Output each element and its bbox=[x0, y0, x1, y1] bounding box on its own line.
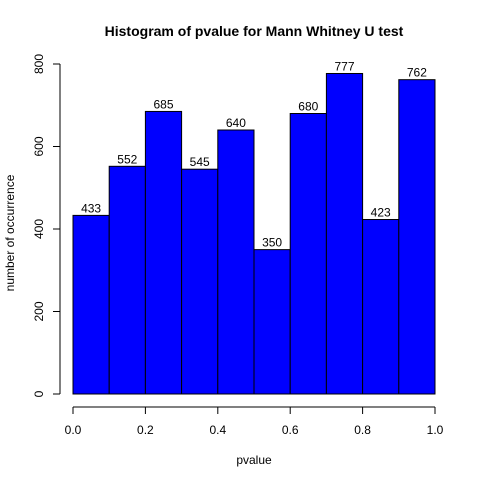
histogram-bar bbox=[325, 72, 364, 395]
x-axis: 0.0 0.2 0.4 0.6 0.8 1.0 bbox=[65, 406, 444, 437]
bar-value-label: 680 bbox=[298, 100, 318, 114]
histogram-bar bbox=[72, 214, 110, 395]
x-tick-label: 0.6 bbox=[282, 423, 299, 437]
histogram-bar bbox=[181, 168, 219, 395]
bar-value-label: 777 bbox=[334, 59, 354, 73]
histogram-bar bbox=[398, 79, 436, 395]
bar-value-label: 762 bbox=[407, 66, 427, 80]
x-tick-label: 0.8 bbox=[354, 423, 371, 437]
bar-value-label: 423 bbox=[371, 206, 391, 220]
x-axis-label: pvalue bbox=[236, 453, 272, 467]
bar-value-label: 350 bbox=[262, 236, 282, 250]
y-tick-label: 0 bbox=[32, 390, 46, 397]
y-tick-label: 400 bbox=[32, 219, 46, 239]
y-tick-label: 800 bbox=[32, 54, 46, 74]
bar-value-label: 685 bbox=[153, 97, 173, 111]
x-tick-label: 0.4 bbox=[209, 423, 226, 437]
bar-value-label: 545 bbox=[190, 155, 210, 169]
histogram-bar bbox=[362, 219, 400, 395]
data-labels-group: 433 552 685 545 640 350 680 777 423 762 bbox=[81, 59, 427, 249]
histogram-bar bbox=[289, 113, 327, 395]
y-axis-label: number of occurrence bbox=[3, 174, 17, 291]
y-tick-label: 600 bbox=[32, 136, 46, 156]
bar-value-label: 640 bbox=[226, 116, 246, 130]
histogram-bar bbox=[217, 129, 255, 395]
y-tick-label: 200 bbox=[32, 301, 46, 321]
x-tick-label: 0.2 bbox=[137, 423, 154, 437]
x-tick-label: 0.0 bbox=[65, 423, 82, 437]
x-tick-label: 1.0 bbox=[427, 423, 444, 437]
bar-value-label: 552 bbox=[117, 152, 137, 166]
histogram-bar bbox=[108, 165, 146, 395]
bars-group bbox=[72, 72, 436, 395]
chart-title: Histogram of pvalue for Mann Whitney U t… bbox=[105, 23, 404, 39]
y-axis: 0 200 400 600 800 bbox=[32, 54, 61, 397]
histogram-bar bbox=[253, 249, 291, 395]
bar-value-label: 433 bbox=[81, 201, 101, 215]
histogram-bar bbox=[144, 110, 183, 395]
